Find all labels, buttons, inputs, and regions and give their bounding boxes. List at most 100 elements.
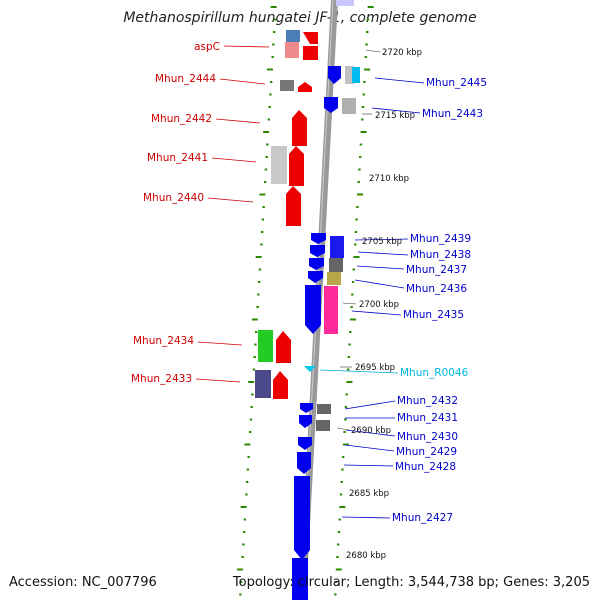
minor-tick xyxy=(256,306,259,308)
left-gene-labels: aspC Mhun_2444 Mhun_2442 Mhun_2441 Mhun_… xyxy=(131,41,270,385)
gene-arrow xyxy=(299,415,312,428)
tick-track-left xyxy=(236,6,277,596)
major-tick xyxy=(248,381,255,383)
minor-tick xyxy=(366,31,369,33)
major-tick xyxy=(266,68,273,71)
minor-tick xyxy=(361,118,364,121)
minor-tick xyxy=(351,293,354,296)
minor-tick xyxy=(339,493,343,496)
kbp-label: 2705 kbp xyxy=(362,237,402,247)
gene-arrow xyxy=(294,476,310,560)
minor-tick xyxy=(246,468,250,471)
minor-tick xyxy=(354,243,357,246)
minor-tick xyxy=(363,81,366,83)
gene-label: Mhun_2438 xyxy=(410,249,471,261)
gene-label: Mhun_2433 xyxy=(131,373,192,385)
minor-tick xyxy=(263,181,267,183)
minor-tick xyxy=(271,56,274,58)
minor-tick xyxy=(352,268,355,271)
minor-tick xyxy=(260,231,264,233)
right-gene-labels: Mhun_2445 Mhun_2443 Mhun_2439 Mhun_2438 … xyxy=(319,77,487,524)
gene-arrow xyxy=(308,271,323,283)
rna-gene-arrow xyxy=(304,366,316,372)
major-tick xyxy=(349,318,356,321)
minor-tick xyxy=(272,31,276,33)
minor-tick xyxy=(343,431,346,433)
minor-tick xyxy=(356,206,359,208)
gene-block xyxy=(255,370,271,398)
minor-tick xyxy=(248,431,252,433)
minor-tick xyxy=(269,81,273,83)
gene-arrow xyxy=(298,82,312,92)
minor-tick xyxy=(348,343,351,346)
gene-block xyxy=(324,286,338,334)
major-tick xyxy=(270,6,277,8)
major-tick xyxy=(335,568,342,571)
gene-arrow xyxy=(298,437,312,450)
major-tick xyxy=(255,256,262,258)
gene-label: Mhun_2444 xyxy=(155,73,216,85)
gene-label: aspC xyxy=(194,41,220,53)
gene-arrow xyxy=(303,46,318,60)
gene-label: Mhun_2436 xyxy=(406,283,467,295)
gene-block xyxy=(352,67,360,83)
gene-block xyxy=(330,236,344,258)
gene-label: Mhun_2431 xyxy=(397,412,458,424)
major-tick xyxy=(259,193,266,196)
gene-label: Mhun_2441 xyxy=(147,152,208,164)
gene-label: Mhun_2429 xyxy=(396,446,457,458)
minor-tick xyxy=(337,531,341,533)
gene-arrow xyxy=(324,97,338,113)
major-tick xyxy=(240,506,247,508)
kbp-label: 2695 kbp xyxy=(355,363,395,373)
minor-tick xyxy=(242,531,246,533)
gene-block xyxy=(280,80,294,91)
gene-arrow xyxy=(276,331,291,363)
gene-label: Mhun_R0046 xyxy=(400,367,469,379)
gene-arrow xyxy=(311,233,326,244)
minor-tick xyxy=(354,231,358,233)
minor-tick xyxy=(349,331,352,333)
minor-tick xyxy=(257,281,261,283)
gene-block xyxy=(345,66,354,84)
page-title: Methanospirillum hungatei JF-1, complete… xyxy=(123,10,477,26)
minor-tick xyxy=(243,518,247,521)
kbp-label: 2700 kbp xyxy=(359,300,399,310)
minor-tick xyxy=(334,581,338,583)
forward-strand-genes xyxy=(255,30,318,399)
gene-block xyxy=(329,258,343,272)
minor-tick xyxy=(344,418,347,421)
minor-tick xyxy=(260,243,263,246)
minor-tick xyxy=(344,406,348,408)
minor-tick xyxy=(267,118,271,121)
gene-block xyxy=(316,420,330,431)
minor-tick xyxy=(346,368,350,371)
minor-tick xyxy=(245,481,249,483)
minor-tick xyxy=(250,406,253,408)
major-tick xyxy=(342,443,349,446)
minor-tick xyxy=(366,18,370,21)
gene-block xyxy=(327,272,341,285)
gene-arrow xyxy=(309,258,324,270)
major-tick xyxy=(364,68,371,71)
minor-tick xyxy=(268,106,271,108)
minor-tick xyxy=(350,306,353,308)
major-tick xyxy=(346,381,353,383)
minor-tick xyxy=(266,143,269,146)
minor-tick xyxy=(252,368,256,371)
minor-tick xyxy=(364,56,368,58)
gene-label: Mhun_2437 xyxy=(406,264,467,276)
gene-block xyxy=(285,42,299,58)
minor-tick xyxy=(340,481,343,483)
minor-tick xyxy=(358,156,362,158)
tick-track-right xyxy=(334,6,374,596)
gene-arrow xyxy=(305,285,321,334)
gene-block xyxy=(271,146,287,184)
gene-block xyxy=(292,558,308,600)
genome-stats-text: Topology: circular; Length: 3,544,738 bp… xyxy=(232,575,590,590)
gene-arrow xyxy=(297,452,311,474)
gene-label: Mhun_2428 xyxy=(395,461,456,473)
minor-tick xyxy=(241,556,244,558)
minor-tick xyxy=(247,456,250,458)
